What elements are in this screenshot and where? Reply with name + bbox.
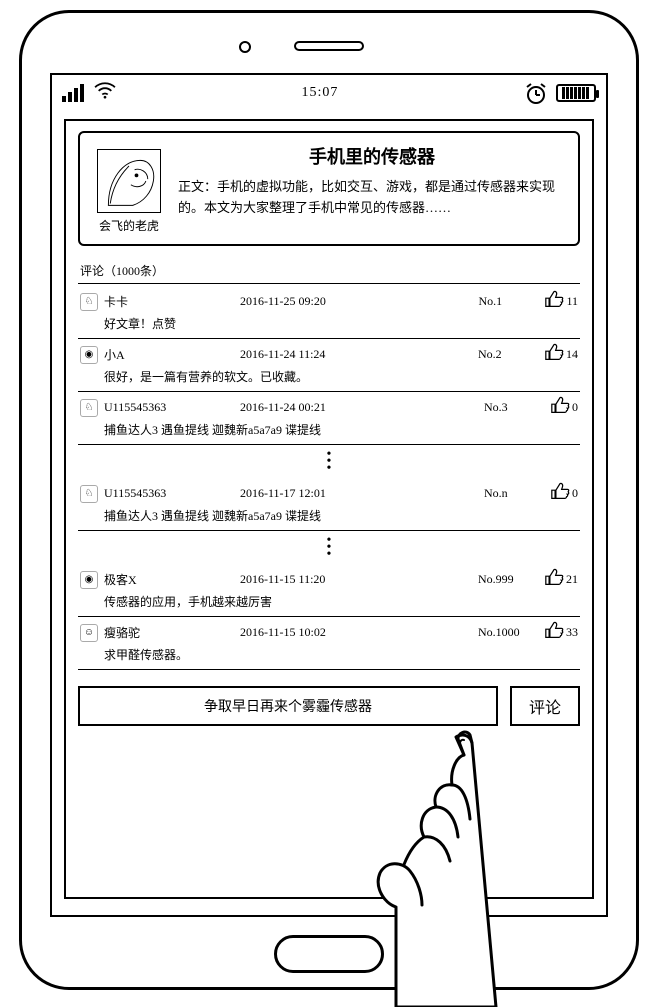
like-button[interactable]: 14 <box>544 343 578 366</box>
like-count: 11 <box>566 294 578 309</box>
comment-item: ◉ 小A 2016-11-24 11:24 No.2 14 很好，是一篇有营养的… <box>78 339 580 392</box>
comment-item: ☺ 瘦骆驼 2016-11-15 10:02 No.1000 33 求甲醛传感器… <box>78 617 580 670</box>
comment-item: ◉ 极客X 2016-11-15 11:20 No.999 21 传感器的应用，… <box>78 564 580 617</box>
comment-avatar: ♘ <box>80 293 98 311</box>
like-count: 33 <box>566 625 578 640</box>
thumbs-up-icon <box>544 343 564 366</box>
thumbs-up-icon <box>550 396 570 419</box>
comment-input[interactable]: 争取早日再来个雾霾传感器 <box>78 686 498 726</box>
comment-time: 2016-11-15 10:02 <box>210 625 472 640</box>
comment-number: No.n <box>484 486 544 501</box>
comment-username: 卡卡 <box>104 293 204 310</box>
comment-item: ♘ 卡卡 2016-11-25 09:20 No.1 11 好文章！点赞 <box>78 286 580 339</box>
author-name: 会飞的老虎 <box>92 217 166 234</box>
compose-row: 争取早日再来个雾霾传感器 评论 <box>78 686 580 726</box>
comment-username: U115545363 <box>104 486 204 501</box>
comment-text: 求甲醛传感器。 <box>80 644 578 663</box>
screen: 15:07 <box>50 73 608 917</box>
comment-text: 很好，是一篇有营养的软文。已收藏。 <box>80 366 578 385</box>
comment-username: 小A <box>104 346 204 363</box>
comment-avatar: ♘ <box>80 485 98 503</box>
ellipsis-icon: ••• <box>78 531 580 564</box>
comment-text: 传感器的应用，手机越来越厉害 <box>80 591 578 610</box>
comment-username: U115545363 <box>104 400 204 415</box>
ellipsis-icon: ••• <box>78 445 580 478</box>
like-count: 21 <box>566 572 578 587</box>
wifi-icon <box>94 81 116 105</box>
comment-time: 2016-11-24 00:21 <box>210 400 478 415</box>
battery-icon <box>556 84 596 102</box>
comment-number: No.2 <box>478 347 538 362</box>
submit-comment-button[interactable]: 评论 <box>510 686 580 726</box>
comments-count: 评论（1000条） <box>80 262 580 279</box>
comment-item: ♘ U115545363 2016-11-24 00:21 No.3 0 捕鱼达… <box>78 392 580 445</box>
alarm-icon <box>524 82 546 104</box>
comment-time: 2016-11-24 11:24 <box>210 347 472 362</box>
like-count: 0 <box>572 486 578 501</box>
thumbs-up-icon <box>544 621 564 644</box>
comment-number: No.1000 <box>478 625 538 640</box>
like-button[interactable]: 11 <box>544 290 578 313</box>
home-button[interactable] <box>274 935 384 973</box>
comment-time: 2016-11-25 09:20 <box>210 294 472 309</box>
phone-speaker <box>294 41 364 51</box>
comment-time: 2016-11-17 12:01 <box>210 486 478 501</box>
thumbs-up-icon <box>550 482 570 505</box>
comment-avatar: ◉ <box>80 346 98 364</box>
comment-text: 捕鱼达人3 遇鱼提线 迦魏新a5a7a9 谍提线 <box>80 419 578 438</box>
comments-list: ♘ 卡卡 2016-11-25 09:20 No.1 11 好文章！点赞 ◉ 小… <box>78 286 580 670</box>
article-body: 正文：手机的虚拟功能，比如交互、游戏，都是通过传感器来实现的。本文为大家整理了手… <box>178 177 566 219</box>
thumbs-up-icon <box>544 290 564 313</box>
signal-icon <box>62 84 84 102</box>
status-bar: 15:07 <box>52 75 606 111</box>
phone-camera <box>239 41 251 53</box>
phone-frame: 15:07 <box>19 10 639 990</box>
comment-username: 极客X <box>104 571 204 588</box>
comment-username: 瘦骆驼 <box>104 624 204 641</box>
comment-item: ♘ U115545363 2016-11-17 12:01 No.n 0 捕鱼达… <box>78 478 580 531</box>
app-content: 会飞的老虎 手机里的传感器 正文：手机的虚拟功能，比如交互、游戏，都是通过传感器… <box>64 119 594 899</box>
article-card: 会飞的老虎 手机里的传感器 正文：手机的虚拟功能，比如交互、游戏，都是通过传感器… <box>78 131 580 246</box>
comment-input-text: 争取早日再来个雾霾传感器 <box>204 696 372 716</box>
like-button[interactable]: 0 <box>550 396 578 419</box>
comment-avatar: ♘ <box>80 399 98 417</box>
comment-number: No.1 <box>478 294 538 309</box>
comment-text: 捕鱼达人3 遇鱼提线 迦魏新a5a7a9 谍提线 <box>80 505 578 524</box>
thumbs-up-icon <box>544 568 564 591</box>
comment-avatar: ☺ <box>80 624 98 642</box>
author-avatar[interactable] <box>97 149 161 213</box>
comment-time: 2016-11-15 11:20 <box>210 572 472 587</box>
comment-number: No.3 <box>484 400 544 415</box>
comment-text: 好文章！点赞 <box>80 313 578 332</box>
submit-label: 评论 <box>529 694 561 718</box>
status-time: 15:07 <box>302 85 339 101</box>
like-count: 0 <box>572 400 578 415</box>
like-button[interactable]: 21 <box>544 568 578 591</box>
article-title: 手机里的传感器 <box>178 143 566 169</box>
comment-number: No.999 <box>478 572 538 587</box>
comment-avatar: ◉ <box>80 571 98 589</box>
like-button[interactable]: 0 <box>550 482 578 505</box>
like-count: 14 <box>566 347 578 362</box>
divider <box>78 283 580 284</box>
like-button[interactable]: 33 <box>544 621 578 644</box>
